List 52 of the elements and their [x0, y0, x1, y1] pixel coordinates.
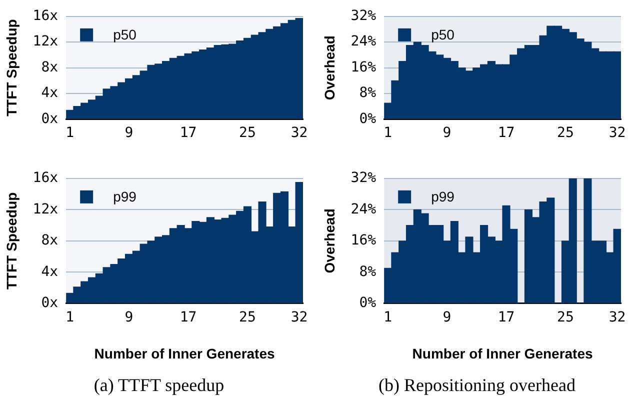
legend-label: p99 [113, 188, 137, 204]
y-tick-label: 0% [359, 295, 377, 312]
y-tick-label: 16% [350, 232, 377, 249]
x-tick-label: 9 [124, 309, 134, 326]
x-tick-label: 25 [557, 125, 574, 142]
x-axis-title: Number of Inner Generates [94, 345, 275, 362]
legend-label: p50 [113, 26, 137, 42]
x-tick-label: 17 [180, 125, 197, 142]
x-tick-label: 32 [290, 309, 308, 326]
text: (a) TTFT speedup [92, 375, 226, 396]
y-tick-label: 8x [41, 59, 58, 76]
y-tick-label: 8x [41, 232, 58, 249]
y-axis-title: TTFT Speedup [3, 19, 20, 116]
x-tick-label: 9 [124, 125, 134, 142]
y-axis-title: TTFT Speedup [3, 192, 20, 290]
y-tick-label: 24% [350, 201, 377, 218]
x-tick-label: 17 [498, 125, 515, 142]
y-tick-label: 16x [32, 8, 58, 24]
y-tick-label: 24% [350, 34, 377, 50]
x-tick-label: 32 [608, 125, 626, 142]
text: (b) Repositioning overhead [378, 375, 576, 396]
x-tick-label: 17 [498, 309, 515, 326]
y-tick-label: 4x [41, 264, 58, 280]
y-tick-label: 4x [41, 85, 58, 102]
y-tick-label: 8% [359, 264, 377, 280]
x-tick-label: 25 [239, 309, 256, 326]
x-tick-label: 32 [608, 309, 626, 326]
x-tick-label: 9 [442, 309, 452, 326]
y-tick-label: 8% [359, 85, 377, 102]
x-tick-label: 32 [290, 125, 308, 142]
x-tick-label: 1 [66, 125, 74, 142]
x-tick-label: 9 [442, 125, 452, 142]
x-axis-title: Number of Inner Generates [412, 345, 593, 362]
x-tick-label: 17 [180, 309, 197, 326]
legend-label: p50 [431, 26, 455, 42]
y-tick-label: 32% [350, 8, 377, 24]
legend-label: p99 [431, 188, 455, 204]
y-tick-label: 32% [350, 170, 377, 186]
x-tick-label: 25 [239, 125, 256, 142]
y-axis-title: Overhead [321, 208, 338, 274]
y-tick-label: 12x [32, 201, 58, 218]
y-tick-label: 16% [350, 59, 377, 76]
x-tick-label: 25 [557, 309, 574, 326]
y-tick-label: 0x [41, 295, 58, 312]
y-tick-label: 16x [32, 170, 58, 186]
y-axis-title: Overhead [321, 36, 338, 100]
x-tick-label: 1 [384, 309, 392, 326]
x-tick-label: 1 [384, 125, 392, 142]
y-tick-label: 0% [359, 110, 377, 127]
y-tick-label: 0x [41, 110, 58, 127]
x-tick-label: 1 [66, 309, 74, 326]
y-tick-label: 12x [32, 34, 58, 50]
